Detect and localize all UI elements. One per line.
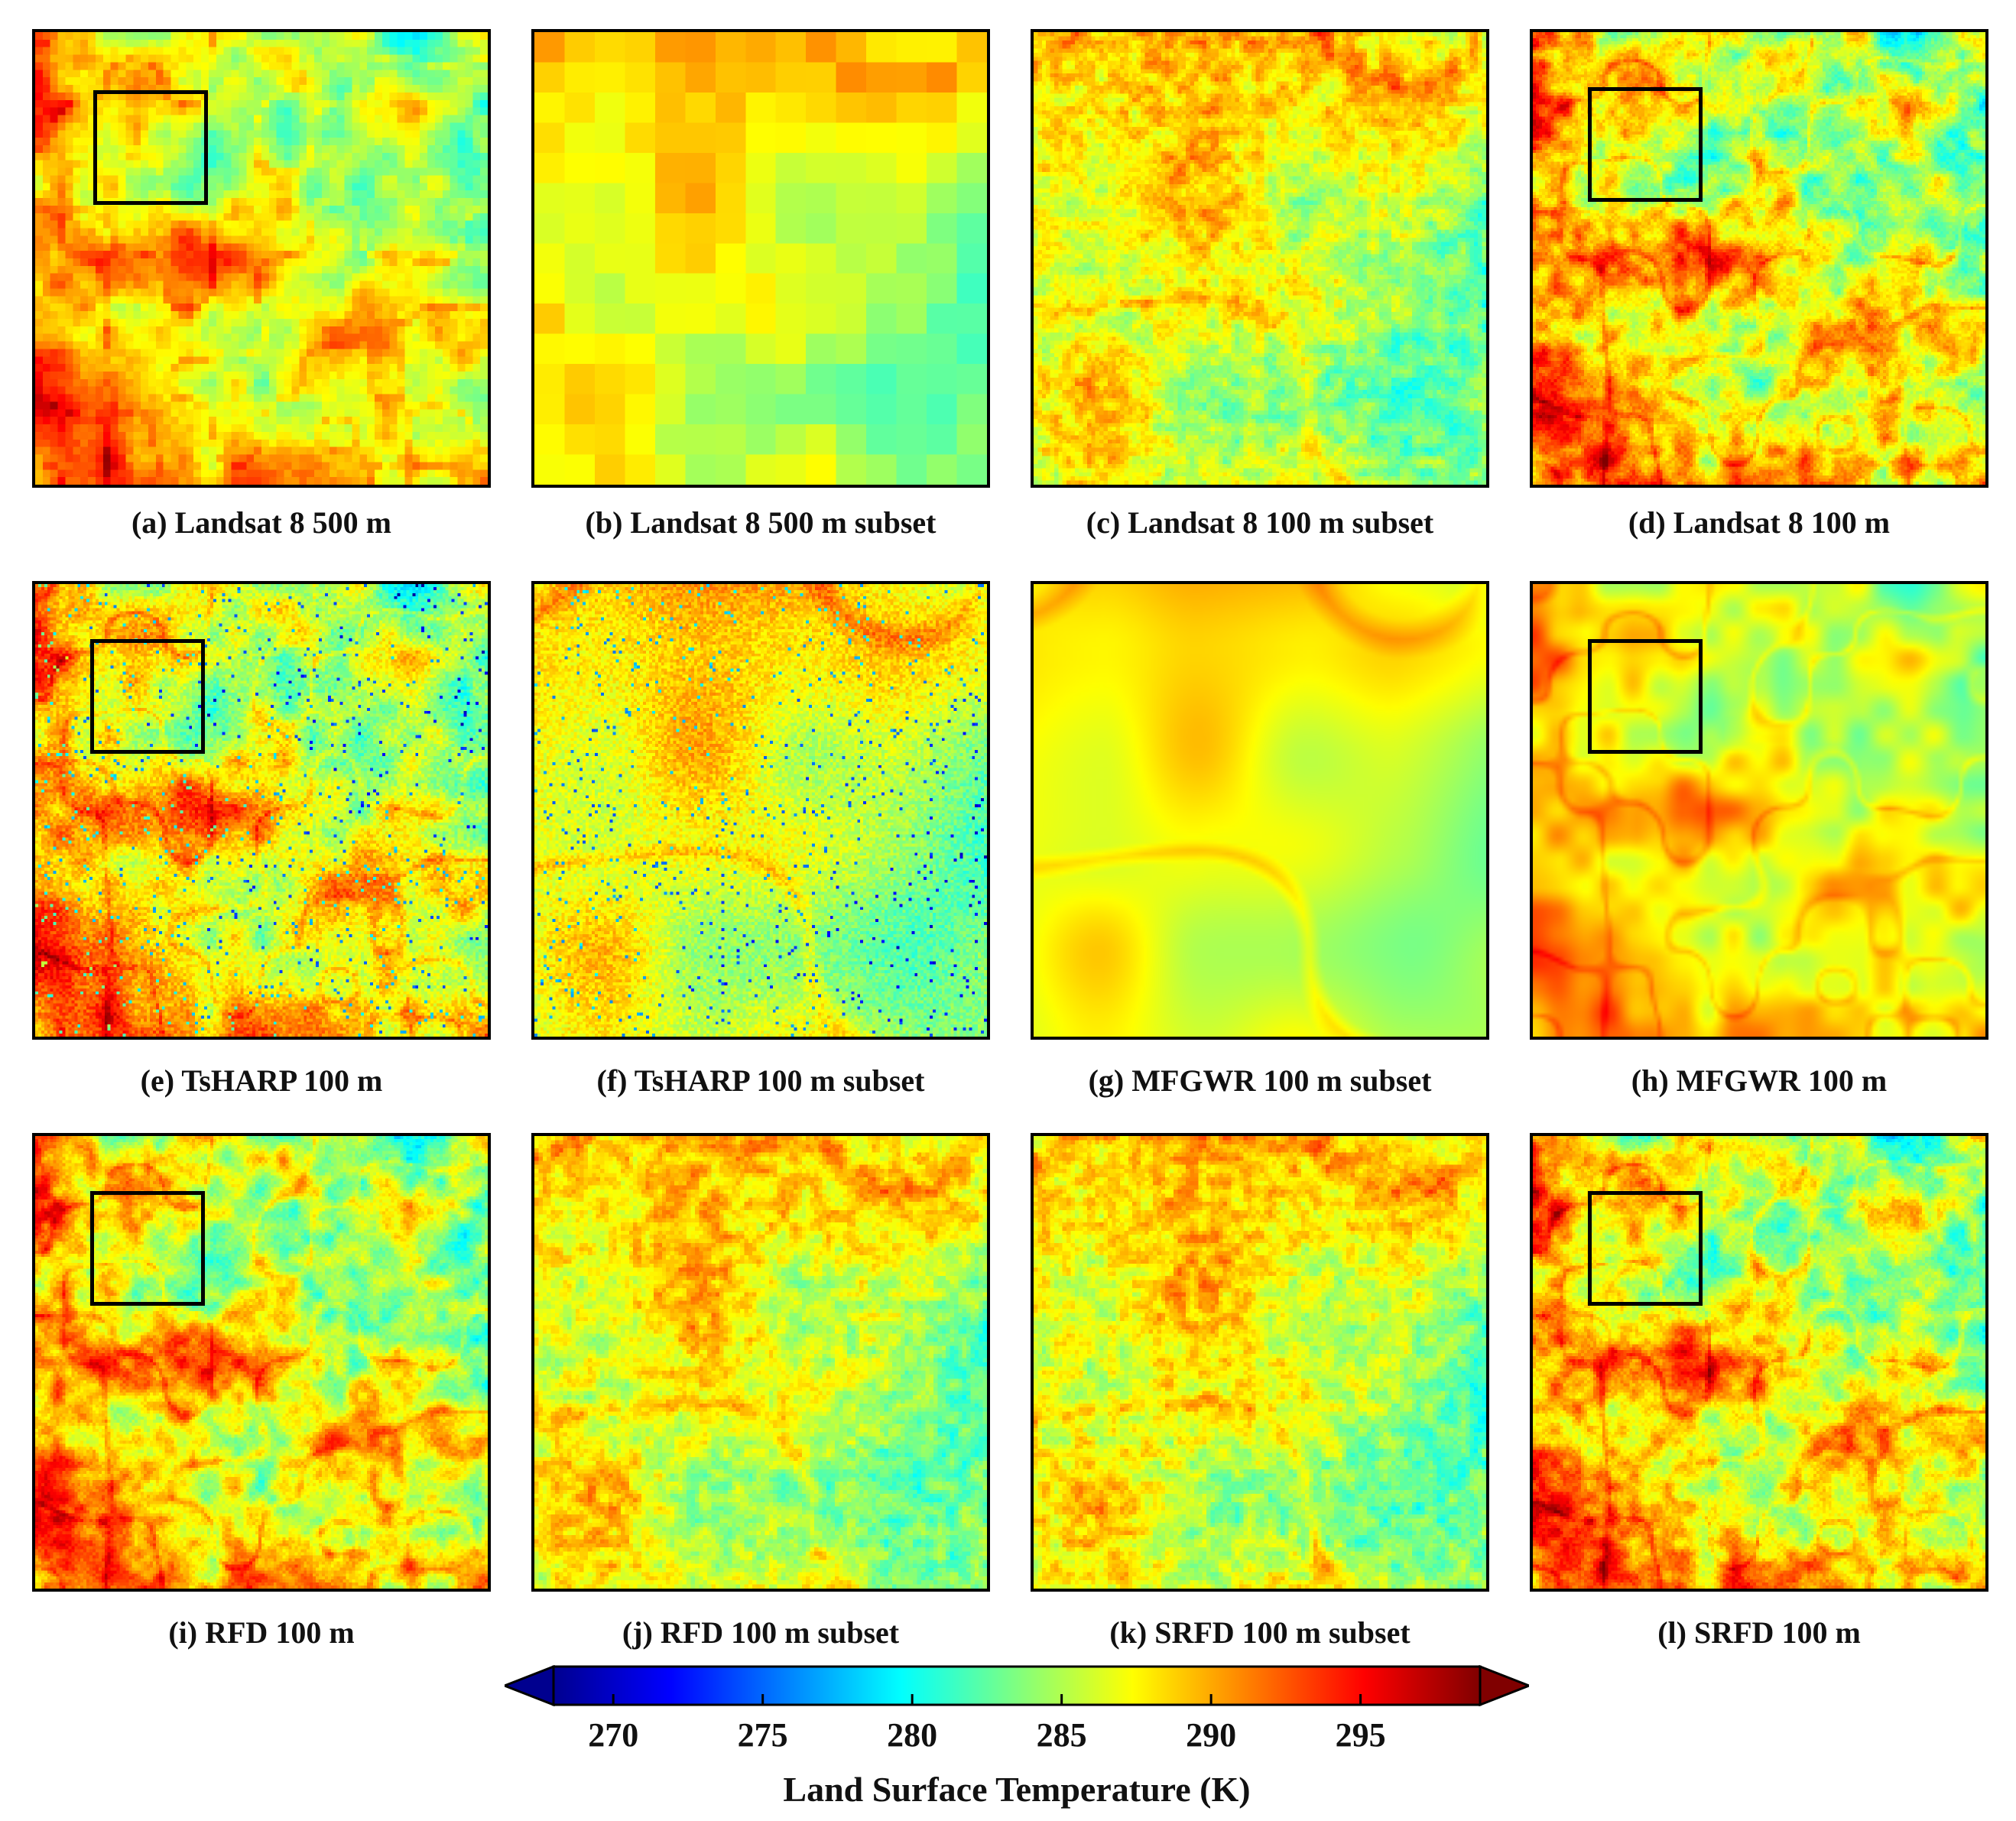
colorbar-tick-label: 295	[1335, 1716, 1386, 1754]
colorbar-tick-label: 285	[1036, 1716, 1087, 1754]
colorbar-low-extend	[505, 1665, 555, 1706]
colorbar-title: Land Surface Temperature (K)	[783, 1770, 1251, 1809]
panel-h	[1530, 581, 1988, 1040]
subset-box	[93, 90, 208, 205]
colorbar-tick-label: 275	[737, 1716, 788, 1754]
panel-l	[1530, 1133, 1988, 1592]
caption-a: (a) Landsat 8 500 m	[131, 505, 392, 540]
panel-j	[531, 1133, 990, 1592]
lst-map-f	[534, 584, 987, 1037]
caption-f: (f) TsHARP 100 m subset	[596, 1063, 925, 1098]
lst-map-h	[1533, 584, 1985, 1037]
lst-map-k	[1034, 1136, 1486, 1589]
lst-map-i	[35, 1136, 488, 1589]
panel-g	[1031, 581, 1489, 1040]
lst-map-l	[1533, 1136, 1985, 1589]
caption-g: (g) MFGWR 100 m subset	[1088, 1063, 1432, 1098]
lst-map-b	[534, 32, 987, 485]
colorbar-graphic	[505, 1665, 1529, 1706]
caption-e: (e) TsHARP 100 m	[140, 1063, 383, 1098]
caption-d: (d) Landsat 8 100 m	[1628, 505, 1891, 540]
panel-e	[32, 581, 491, 1040]
subset-box	[1588, 1191, 1703, 1306]
caption-b: (b) Landsat 8 500 m subset	[585, 505, 937, 540]
caption-c: (c) Landsat 8 100 m subset	[1086, 505, 1434, 540]
colorbar	[505, 1665, 1529, 1706]
lst-map-a	[35, 32, 488, 485]
lst-map-d	[1533, 32, 1985, 485]
panel-i	[32, 1133, 491, 1592]
colorbar-tick-label: 270	[588, 1716, 639, 1754]
panel-c	[1031, 29, 1489, 488]
lst-map-c	[1034, 32, 1486, 485]
lst-map-j	[534, 1136, 987, 1589]
colorbar-tick-label: 290	[1186, 1716, 1237, 1754]
panel-f	[531, 581, 990, 1040]
panel-b	[531, 29, 990, 488]
caption-h: (h) MFGWR 100 m	[1631, 1063, 1888, 1098]
colorbar-high-extend	[1479, 1665, 1529, 1706]
lst-map-g	[1034, 584, 1486, 1037]
caption-i: (i) RFD 100 m	[168, 1615, 355, 1650]
caption-l: (l) SRFD 100 m	[1657, 1615, 1861, 1650]
lst-map-e	[35, 584, 488, 1037]
panel-a	[32, 29, 491, 488]
subset-box	[90, 639, 205, 754]
colorbar-tick-label: 280	[887, 1716, 938, 1754]
subset-box	[90, 1191, 205, 1306]
caption-k: (k) SRFD 100 m subset	[1109, 1615, 1411, 1650]
panel-k	[1031, 1133, 1489, 1592]
panel-d	[1530, 29, 1988, 488]
subset-box	[1588, 87, 1703, 202]
subset-box	[1588, 639, 1703, 754]
caption-j: (j) RFD 100 m subset	[622, 1615, 900, 1650]
colorbar-gradient	[552, 1665, 1482, 1706]
